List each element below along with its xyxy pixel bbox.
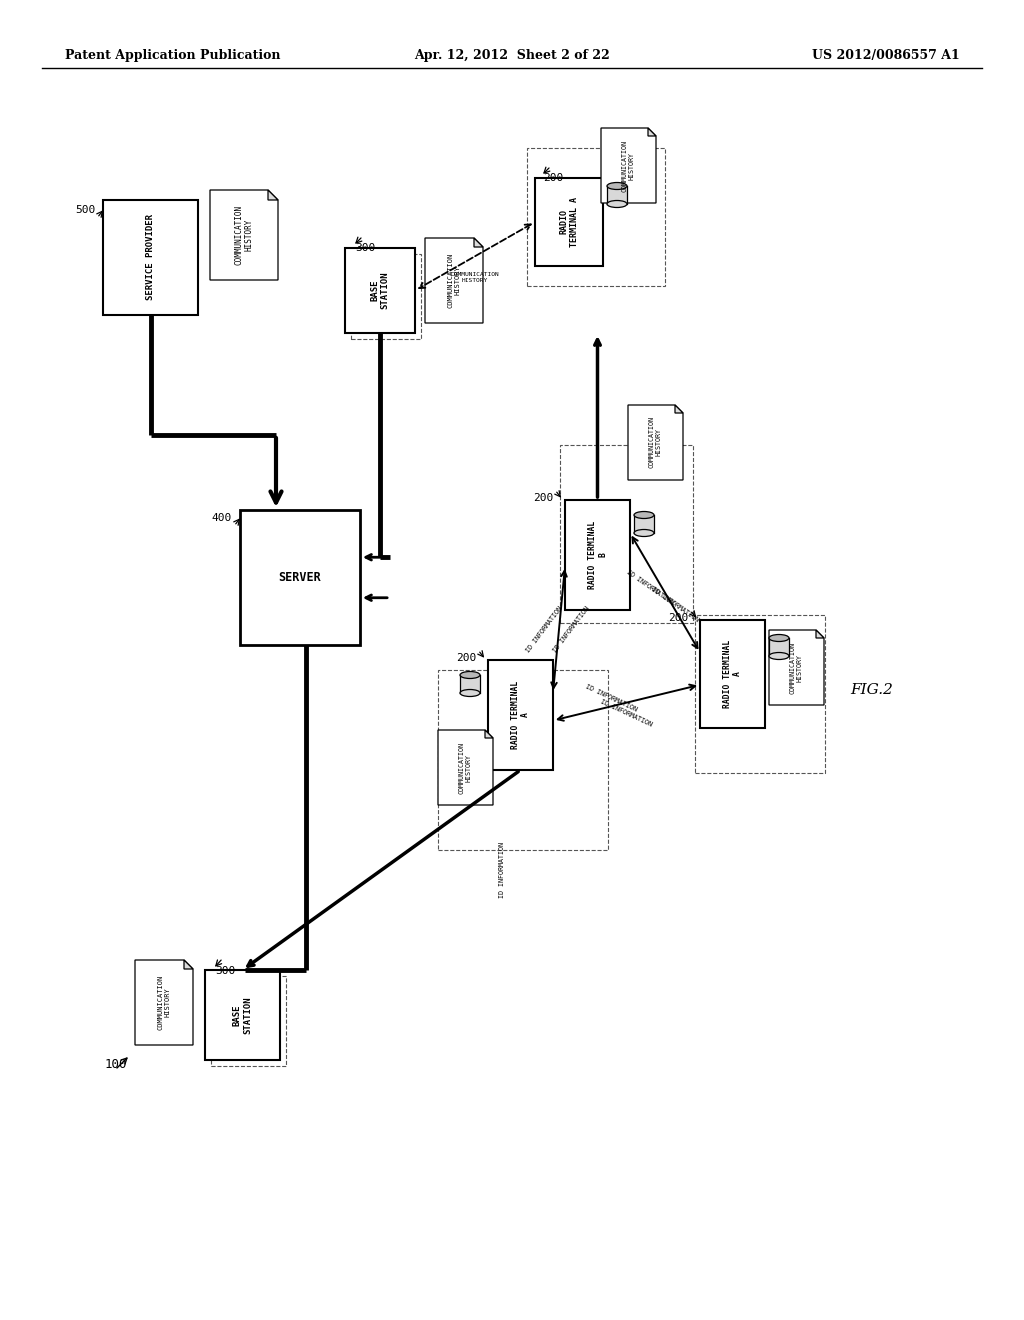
Bar — [634, 515, 654, 533]
Text: COMMUNICATION
HISTORY: COMMUNICATION HISTORY — [622, 140, 635, 191]
Text: RADIO TERMINAL
A: RADIO TERMINAL A — [723, 640, 742, 708]
Ellipse shape — [460, 689, 480, 697]
Text: 500: 500 — [75, 205, 95, 215]
Polygon shape — [648, 128, 656, 136]
Text: Patent Application Publication: Patent Application Publication — [65, 49, 281, 62]
Polygon shape — [210, 190, 278, 280]
Text: ID INFORMATION: ID INFORMATION — [650, 586, 699, 623]
Text: 200: 200 — [532, 492, 553, 503]
Polygon shape — [425, 238, 483, 323]
Polygon shape — [816, 630, 824, 638]
Bar — [607, 186, 627, 205]
Text: ID INFORMATION: ID INFORMATION — [600, 698, 653, 727]
Text: BASE
STATION: BASE STATION — [371, 272, 390, 309]
Text: SERVER: SERVER — [279, 572, 322, 583]
Ellipse shape — [460, 672, 480, 678]
Ellipse shape — [607, 182, 627, 190]
Bar — [345, 248, 415, 333]
Text: COMMUNICATION
HISTORY: COMMUNICATION HISTORY — [648, 417, 662, 469]
Text: 200: 200 — [668, 612, 688, 623]
Text: COMMUNICATION
HISTORY: COMMUNICATION HISTORY — [790, 642, 803, 693]
Bar — [560, 445, 693, 623]
Text: FIG.2: FIG.2 — [850, 682, 893, 697]
Polygon shape — [601, 128, 656, 203]
Polygon shape — [769, 630, 824, 705]
Ellipse shape — [607, 201, 627, 207]
Text: 300: 300 — [355, 243, 375, 253]
Polygon shape — [675, 405, 683, 413]
Text: 200: 200 — [543, 173, 563, 183]
Polygon shape — [474, 238, 483, 247]
Polygon shape — [184, 960, 193, 969]
Polygon shape — [485, 730, 493, 738]
Ellipse shape — [769, 635, 790, 642]
Polygon shape — [135, 960, 193, 1045]
Text: RADIO TERMINAL
B: RADIO TERMINAL B — [588, 521, 607, 589]
Text: RADIO TERMINAL
A: RADIO TERMINAL A — [511, 681, 530, 750]
Text: US 2012/0086557 A1: US 2012/0086557 A1 — [812, 49, 961, 62]
Text: COMMUNICATION
HISTORY: COMMUNICATION HISTORY — [447, 253, 461, 308]
Bar — [351, 253, 421, 339]
Bar — [460, 675, 480, 693]
Text: ID INFORMATION: ID INFORMATION — [500, 842, 506, 898]
Text: ID INFORMATION: ID INFORMATION — [585, 682, 638, 713]
Text: COMMUNICATION
HISTORY: COMMUNICATION HISTORY — [158, 975, 171, 1030]
Text: COMMUNICATION
HISTORY: COMMUNICATION HISTORY — [234, 205, 254, 265]
Text: 200: 200 — [456, 653, 476, 663]
Bar — [488, 660, 553, 770]
Text: ID INFORMATION: ID INFORMATION — [552, 606, 590, 653]
Text: 300: 300 — [215, 966, 236, 975]
Bar — [205, 970, 280, 1060]
Text: ID INFORMATION: ID INFORMATION — [524, 606, 563, 653]
Ellipse shape — [769, 652, 790, 660]
Bar — [565, 500, 630, 610]
Bar — [240, 510, 360, 645]
Text: COMMUNICATION
HISTORY: COMMUNICATION HISTORY — [451, 272, 500, 282]
Bar — [535, 178, 603, 267]
Bar — [695, 615, 825, 774]
Text: 100: 100 — [105, 1059, 128, 1072]
Bar — [527, 148, 665, 286]
Bar — [700, 620, 765, 729]
Polygon shape — [438, 730, 493, 805]
Text: ID INFORMATION: ID INFORMATION — [626, 569, 675, 606]
Text: Apr. 12, 2012  Sheet 2 of 22: Apr. 12, 2012 Sheet 2 of 22 — [414, 49, 610, 62]
Text: SERVICE PROVIDER: SERVICE PROVIDER — [146, 214, 155, 301]
Text: BASE
STATION: BASE STATION — [232, 997, 252, 1034]
Bar — [103, 201, 198, 315]
Text: RADIO
TERMINAL A: RADIO TERMINAL A — [559, 197, 579, 247]
Ellipse shape — [634, 511, 654, 519]
Bar — [438, 671, 608, 850]
Polygon shape — [628, 405, 683, 480]
Bar — [211, 975, 286, 1067]
Text: 400: 400 — [212, 513, 232, 523]
Ellipse shape — [634, 529, 654, 536]
Polygon shape — [268, 190, 278, 201]
Text: COMMUNICATION
HISTORY: COMMUNICATION HISTORY — [459, 742, 471, 793]
Bar — [769, 638, 790, 656]
